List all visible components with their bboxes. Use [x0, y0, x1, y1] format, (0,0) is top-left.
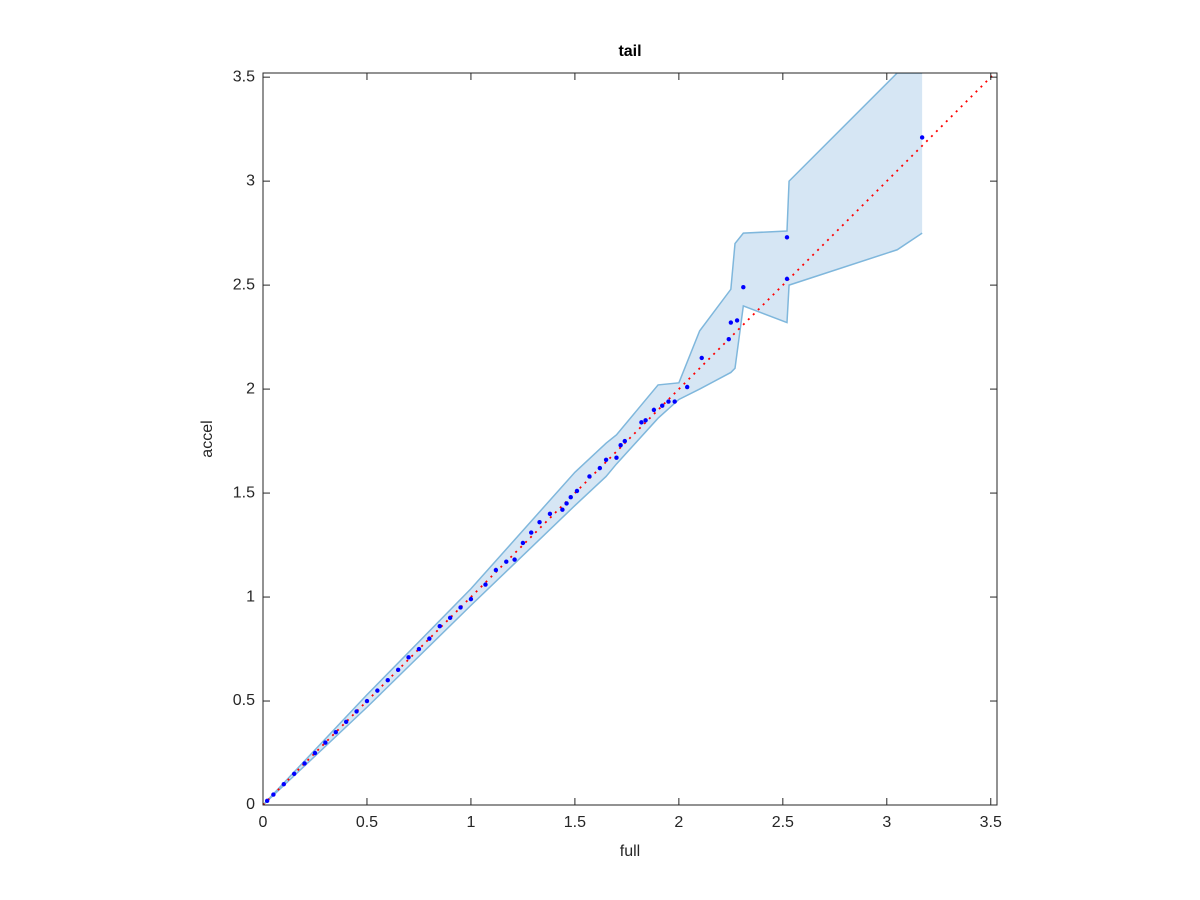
- x-tick-label: 2.5: [772, 814, 794, 831]
- point: [597, 465, 603, 471]
- point: [741, 284, 746, 290]
- chart-title: tail: [618, 43, 641, 60]
- point: [699, 355, 704, 361]
- point: [458, 605, 463, 610]
- x-tick-label: 3: [882, 814, 891, 831]
- point: [271, 792, 276, 797]
- x-tick-label: 2: [674, 814, 683, 831]
- point: [447, 615, 453, 621]
- point: [375, 688, 380, 693]
- reference-line: [263, 73, 996, 805]
- x-axis-label: full: [620, 843, 640, 860]
- band-upper: [263, 73, 923, 805]
- point: [564, 501, 569, 506]
- x-tick-label: 1: [466, 814, 475, 831]
- point: [784, 235, 790, 240]
- y-axis-label: accel: [199, 420, 216, 457]
- point: [354, 709, 359, 714]
- point: [364, 698, 370, 704]
- point: [520, 540, 526, 546]
- confidence-band: [263, 73, 923, 805]
- point: [614, 455, 619, 460]
- point: [603, 457, 609, 462]
- point: [385, 678, 390, 683]
- point: [726, 336, 731, 342]
- point: [343, 719, 349, 725]
- axes-box: [262, 72, 998, 806]
- plot-area: [263, 73, 996, 805]
- y-tick-label: 0.5: [233, 692, 255, 709]
- point: [291, 771, 297, 777]
- point: [416, 646, 422, 652]
- point: [537, 519, 542, 525]
- point: [587, 474, 592, 479]
- point: [574, 488, 580, 494]
- point: [622, 438, 628, 444]
- point: [734, 318, 740, 323]
- point: [406, 655, 411, 660]
- point: [529, 530, 534, 535]
- y-tick-label: 1: [246, 588, 255, 605]
- point: [684, 384, 690, 390]
- point: [784, 276, 790, 282]
- point: [504, 559, 509, 564]
- point: [618, 443, 623, 448]
- point: [672, 399, 677, 404]
- x-tick-label: 0.5: [356, 814, 378, 831]
- point: [639, 420, 644, 425]
- point: [666, 399, 671, 404]
- point: [560, 507, 565, 512]
- point: [547, 511, 553, 517]
- point: [483, 582, 488, 587]
- y-tick-label: 1.5: [233, 484, 255, 501]
- band-lower: [263, 232, 923, 805]
- x-tick-label: 1.5: [564, 814, 586, 831]
- y-tick-label: 3.5: [233, 68, 255, 85]
- point: [302, 761, 307, 766]
- point: [568, 495, 573, 500]
- point: [281, 782, 286, 787]
- point: [437, 623, 442, 629]
- x-tick-label: 3.5: [980, 814, 1002, 831]
- y-tick-label: 3: [246, 172, 255, 189]
- point: [919, 135, 925, 140]
- point: [264, 798, 270, 804]
- point: [323, 740, 328, 745]
- point: [312, 750, 318, 756]
- y-tick-label: 2: [246, 380, 255, 397]
- point: [651, 407, 657, 413]
- y-tick-label: 2.5: [233, 276, 255, 293]
- point: [728, 320, 734, 325]
- point: [427, 636, 432, 641]
- point: [660, 403, 665, 408]
- x-tick-label: 0: [259, 814, 268, 831]
- point: [395, 667, 401, 673]
- point: [643, 418, 648, 423]
- point: [468, 596, 474, 602]
- y-tick-label: 0: [246, 796, 255, 813]
- point: [333, 730, 338, 735]
- point: [512, 557, 517, 562]
- point: [493, 567, 499, 573]
